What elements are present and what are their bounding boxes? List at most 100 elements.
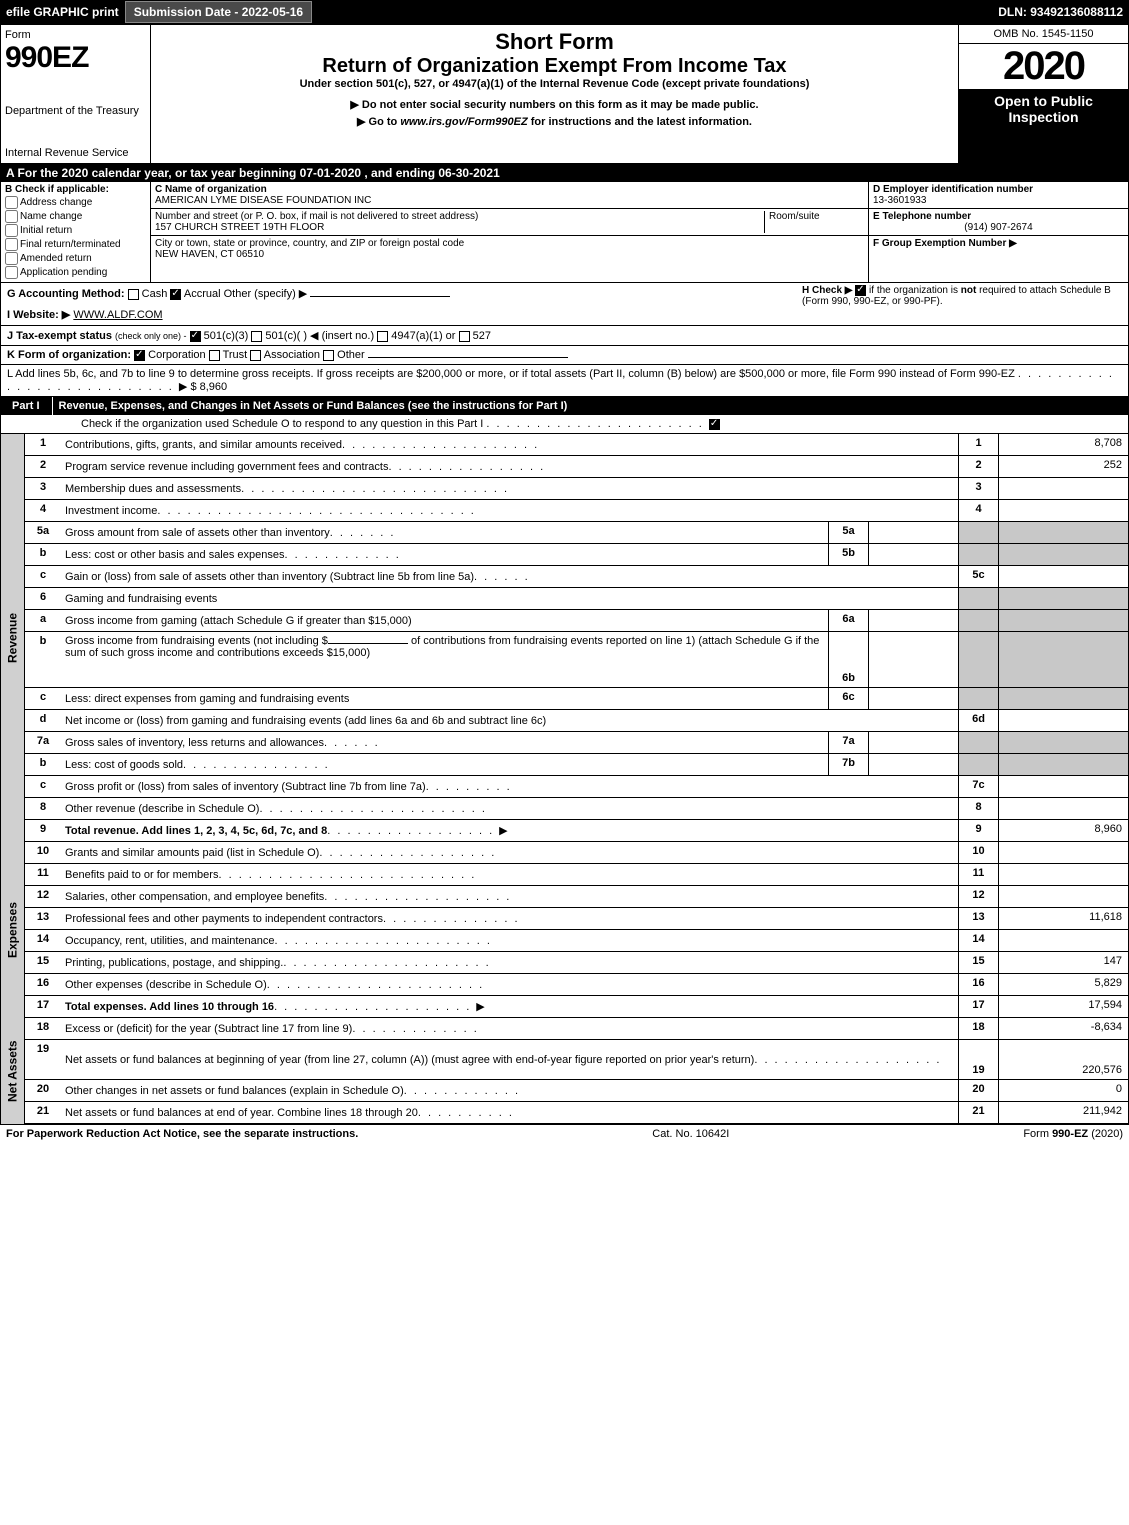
d6b1: Gross income from fundraising events (no… [65,635,328,647]
check-501c3[interactable] [190,331,201,342]
check-h[interactable] [855,285,866,296]
h-not: not [961,285,977,296]
box-d: D Employer identification number 13-3601… [868,182,1128,282]
submission-date[interactable]: Submission Date - 2022-05-16 [125,1,312,23]
d5c: Gain or (loss) from sale of assets other… [65,571,474,583]
row-15: 15Printing, publications, postage, and s… [25,952,1128,974]
j-e: 527 [473,330,491,342]
box-b-title: B Check if applicable: [5,184,109,195]
row-1: 1Contributions, gifts, grants, and simil… [25,434,1128,456]
check-address-change[interactable] [5,196,18,209]
d17: Total expenses. Add lines 10 through 16 [65,1001,274,1013]
check-assoc[interactable] [250,350,261,361]
row-20: 20Other changes in net assets or fund ba… [25,1080,1128,1102]
lbl-amended: Amended return [20,253,92,264]
d13: Professional fees and other payments to … [65,913,383,925]
open-to-public: Open to Public Inspection [959,89,1128,163]
check-initial-return[interactable] [5,224,18,237]
check-name-change[interactable] [5,210,18,223]
check-trust[interactable] [209,350,220,361]
footer-mid: Cat. No. 10642I [358,1128,1023,1140]
check-501c[interactable] [251,331,262,342]
g-label: G Accounting Method: [7,288,125,300]
lbl-other: Other (specify) ▶ [224,288,308,300]
return-title: Return of Organization Exempt From Incom… [155,55,954,78]
row-12: 12Salaries, other compensation, and empl… [25,886,1128,908]
box-b: B Check if applicable: Address change Na… [1,182,151,282]
check-amended[interactable] [5,252,18,265]
check-schedule-o[interactable] [709,419,720,430]
header-right: OMB No. 1545-1150 2020 Open to Public In… [958,25,1128,163]
website-value[interactable]: WWW.ALDF.COM [73,309,162,321]
header-middle: Short Form Return of Organization Exempt… [151,25,958,163]
d11: Benefits paid to or for members [65,869,218,881]
h-txt1: if the organization is [869,285,961,296]
row-17: 17Total expenses. Add lines 10 through 1… [25,996,1128,1018]
d16: Other expenses (describe in Schedule O) [65,979,267,991]
row-14: 14Occupancy, rent, utilities, and mainte… [25,930,1128,952]
d4: Investment income [65,505,157,517]
top-bar: efile GRAPHIC print Submission Date - 20… [0,0,1129,24]
tel-value: (914) 907-2674 [873,222,1124,233]
do-not-enter: ▶ Do not enter social security numbers o… [155,98,954,111]
check-527[interactable] [459,331,470,342]
k-b: Trust [223,349,248,361]
netassets-grid: 18Excess or (deficit) for the year (Subt… [24,1018,1129,1124]
line-k: K Form of organization: Corporation Trus… [0,346,1129,365]
check-accrual[interactable] [170,289,181,300]
row-6a: aGross income from gaming (attach Schedu… [25,610,1128,632]
row-19: 19Net assets or fund balances at beginni… [25,1040,1128,1080]
revenue-grid: 1Contributions, gifts, grants, and simil… [24,434,1129,842]
part-1-check: Check if the organization used Schedule … [0,415,1129,434]
lbl-final: Final return/terminated [20,239,121,250]
org-name: AMERICAN LYME DISEASE FOUNDATION INC [155,195,371,206]
check-other-org[interactable] [323,350,334,361]
d7c: Gross profit or (loss) from sales of inv… [65,781,426,793]
row-10: 10Grants and similar amounts paid (list … [25,842,1128,864]
page-footer: For Paperwork Reduction Act Notice, see … [0,1124,1129,1143]
group-label: F Group Exemption Number ▶ [873,238,1017,249]
row-11: 11Benefits paid to or for members . . . … [25,864,1128,886]
row-21: 21Net assets or fund balances at end of … [25,1102,1128,1124]
check-4947[interactable] [377,331,388,342]
check-cash[interactable] [128,289,139,300]
j-d: 4947(a)(1) or [391,330,455,342]
goto-pre: ▶ Go to [357,116,400,128]
row-4: 4Investment income . . . . . . . . . . .… [25,500,1128,522]
tel-label: E Telephone number [873,211,971,222]
lbl-initial: Initial return [20,225,72,236]
tax-year: 2020 [959,44,1128,89]
j-c: ◀ (insert no.) [310,330,374,342]
row-7b: bLess: cost of goods sold . . . . . . . … [25,754,1128,776]
part-1-title: Revenue, Expenses, and Changes in Net As… [53,397,1129,415]
line-a: A For the 2020 calendar year, or tax yea… [0,164,1129,182]
d9: Total revenue. Add lines 1, 2, 3, 4, 5c,… [65,825,327,837]
row-2: 2Program service revenue including gover… [25,456,1128,478]
k-d: Other [337,349,365,361]
d6c: Less: direct expenses from gaming and fu… [65,693,349,705]
lbl-address-change: Address change [20,197,92,208]
department: Department of the Treasury [5,105,146,117]
line-h: H Check ▶ if the organization is not req… [802,285,1122,307]
check-pending[interactable] [5,266,18,279]
d1: Contributions, gifts, grants, and simila… [65,439,342,451]
j-b: 501(c)( ) [265,330,307,342]
d2: Program service revenue including govern… [65,461,388,473]
addr-label: Number and street (or P. O. box, if mail… [155,211,478,222]
d8: Other revenue (describe in Schedule O) [65,803,259,815]
row-6b: bGross income from fundraising events (n… [25,632,1128,688]
k-c: Association [264,349,320,361]
form-word: Form [5,29,146,41]
room-label: Room/suite [769,211,820,222]
row-6: 6Gaming and fundraising events [25,588,1128,610]
expenses-grid: 10Grants and similar amounts paid (list … [24,842,1129,1018]
check-final-return[interactable] [5,238,18,251]
efile-label[interactable]: efile GRAPHIC print [0,5,125,19]
box-c: C Name of organization AMERICAN LYME DIS… [151,182,868,282]
d5a: Gross amount from sale of assets other t… [65,527,330,539]
form-header: Form 990EZ Department of the Treasury In… [0,24,1129,164]
irs-link[interactable]: www.irs.gov/Form990EZ [400,116,527,128]
check-corp[interactable] [134,350,145,361]
lbl-name-change: Name change [20,211,82,222]
row-8: 8Other revenue (describe in Schedule O) … [25,798,1128,820]
